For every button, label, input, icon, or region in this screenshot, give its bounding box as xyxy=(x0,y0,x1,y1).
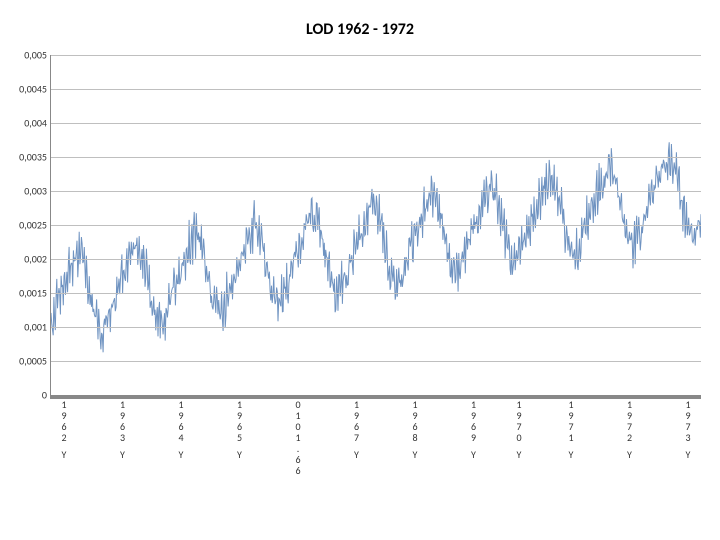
x-tick-label: 1967Y xyxy=(354,395,359,460)
x-tick-label: 1973Y xyxy=(685,395,690,460)
y-tick-label: 0,004 xyxy=(24,117,51,130)
chart-container: LOD 1962 - 1972 00,00050,0010,00150,0020… xyxy=(0,0,720,540)
y-tick-label: 0,0035 xyxy=(19,151,51,164)
y-tick-label: 0,0025 xyxy=(19,219,51,232)
x-tick-label: 1963Y xyxy=(120,395,125,460)
gridline xyxy=(51,123,701,124)
x-tick-label: 1964Y xyxy=(178,395,183,460)
x-tick-label: 0101.66 xyxy=(295,395,300,476)
chart-title: LOD 1962 - 1972 xyxy=(0,20,720,39)
gridline xyxy=(51,327,701,328)
gridline xyxy=(51,225,701,226)
gridline xyxy=(51,259,701,260)
plot-area: 00,00050,0010,00150,0020,00250,0030,0035… xyxy=(50,55,701,399)
x-tick-label: 1969Y xyxy=(471,395,476,460)
x-tick-label: 1970Y xyxy=(516,395,521,460)
y-tick-label: 0,003 xyxy=(24,185,51,198)
y-tick-label: 0,001 xyxy=(24,321,51,334)
y-tick-label: 0,0005 xyxy=(19,355,51,368)
y-tick-label: 0,005 xyxy=(24,49,51,62)
x-tick-label: 1971Y xyxy=(568,395,573,460)
gridline xyxy=(51,157,701,158)
gridline xyxy=(51,361,701,362)
x-tick-label: 1965Y xyxy=(237,395,242,460)
x-tick-label: 1968Y xyxy=(412,395,417,460)
gridline xyxy=(51,89,701,90)
y-tick-label: 0 xyxy=(42,389,51,402)
y-tick-label: 0,0015 xyxy=(19,287,51,300)
gridline xyxy=(51,293,701,294)
gridline xyxy=(51,55,701,56)
x-tick-label: 1972Y xyxy=(627,395,632,460)
y-tick-label: 0,0045 xyxy=(19,83,51,96)
y-tick-label: 0,002 xyxy=(24,253,51,266)
x-tick-label: 1962Y xyxy=(61,395,66,460)
gridline xyxy=(51,191,701,192)
series-line xyxy=(51,142,701,352)
